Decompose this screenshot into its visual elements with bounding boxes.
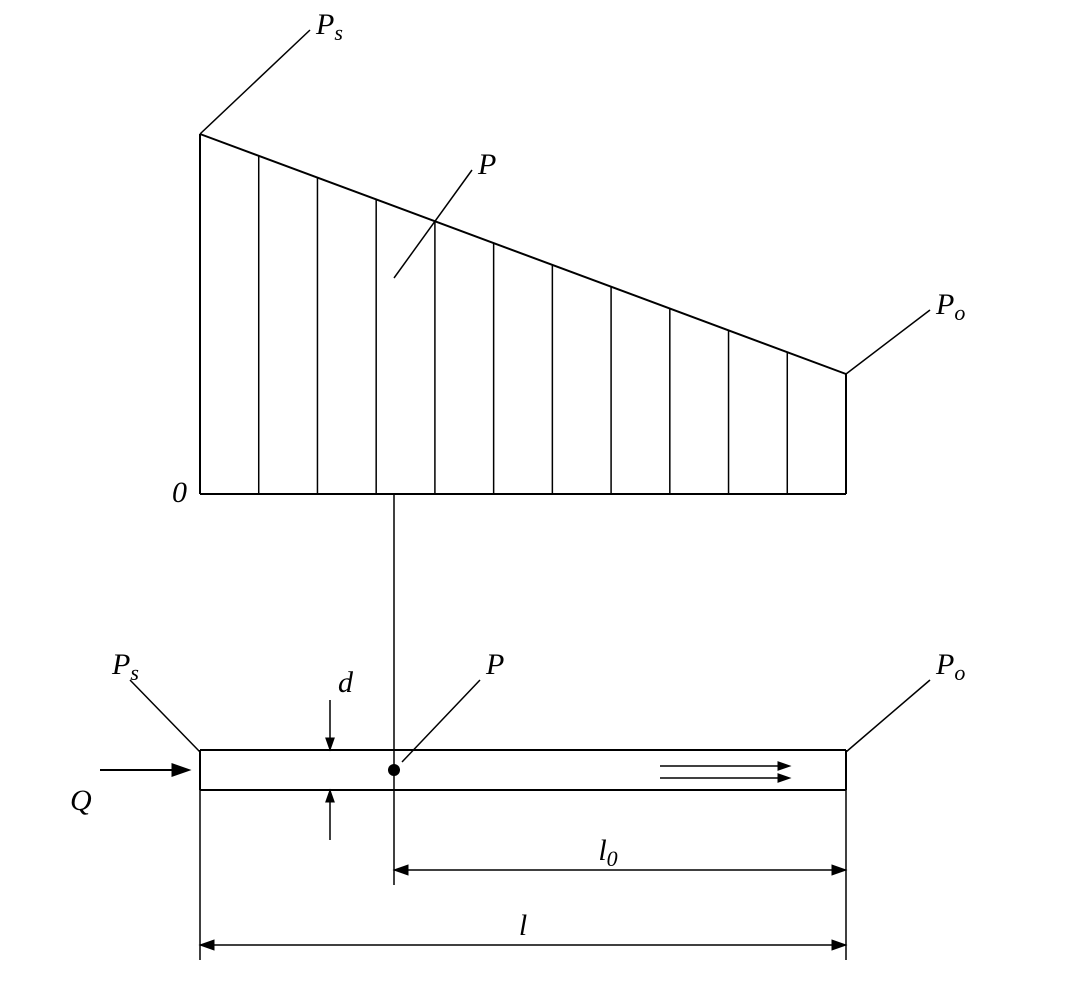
label-Po-top: Po — [935, 288, 965, 325]
label-P-top: P — [477, 148, 496, 181]
label-l: l — [519, 909, 527, 942]
label-l0: l0 — [598, 834, 617, 871]
label-origin: 0 — [172, 476, 187, 509]
label-P-bottom: P — [485, 648, 504, 681]
label-Ps-top: Ps — [315, 8, 343, 45]
point-P — [388, 764, 400, 776]
label-Q: Q — [70, 784, 92, 817]
label-Ps-bottom: Ps — [111, 648, 139, 685]
label-Po-bottom: Po — [935, 648, 965, 685]
label-d: d — [338, 666, 354, 699]
